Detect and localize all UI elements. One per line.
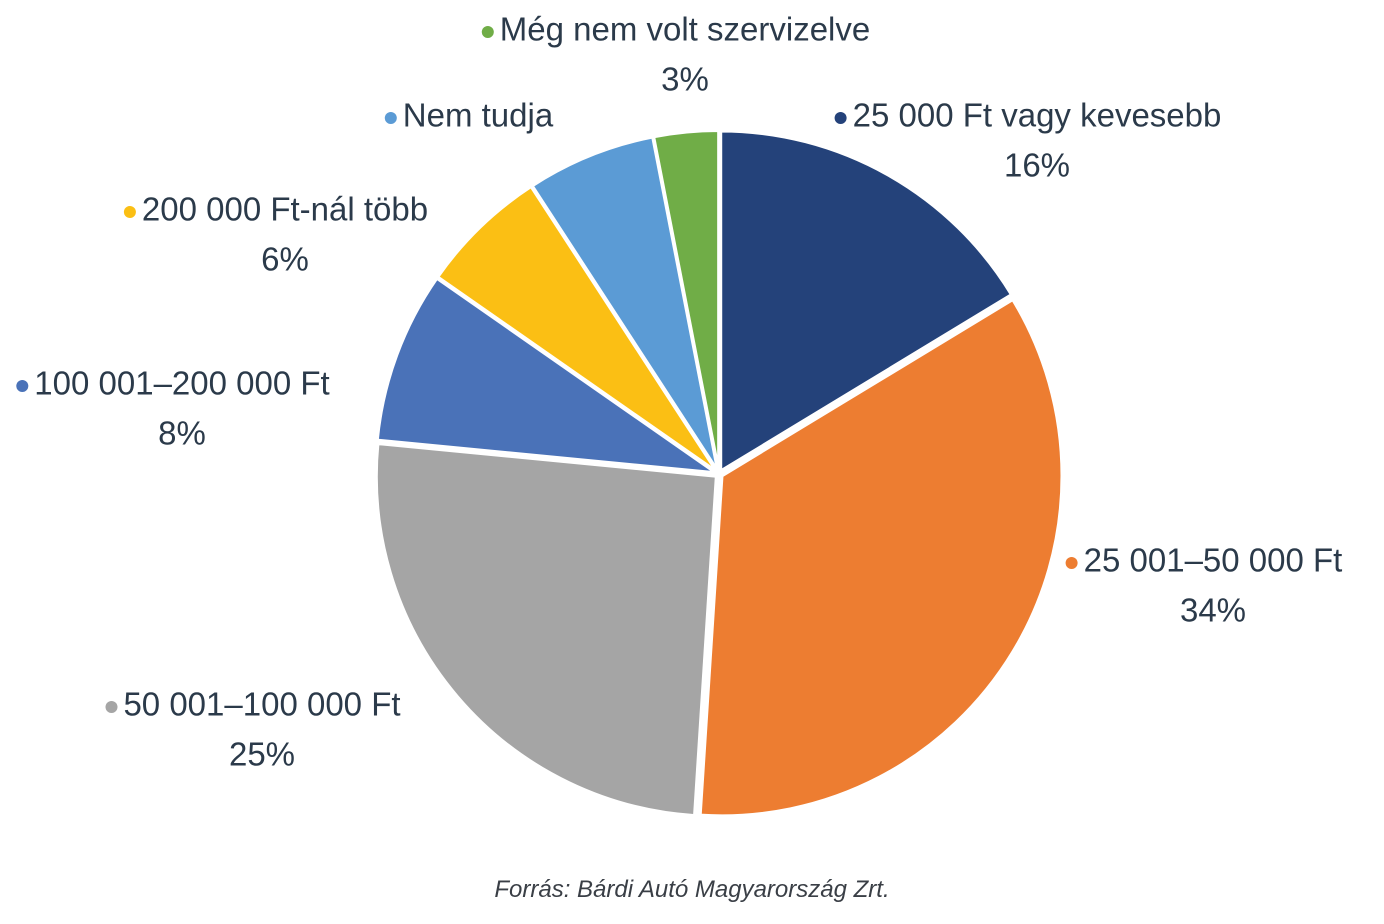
- pie-slice: [719, 129, 1014, 474]
- slice-label-value: 3%: [661, 61, 709, 98]
- slice-label-name: 100 001–200 000 Ft: [34, 365, 329, 402]
- slice-label: 25 001–50 000 Ft 34%: [1065, 542, 1343, 629]
- pie-slice: [375, 276, 722, 475]
- slice-label-value: 16%: [1004, 147, 1070, 184]
- slice-label: 100 001–200 000 Ft 8%: [16, 365, 330, 452]
- legend-dot: [105, 701, 118, 713]
- legend-dot: [16, 380, 29, 392]
- slice-label-value: 25%: [229, 736, 295, 773]
- pie-slice: [651, 129, 721, 471]
- legend-dot: [384, 112, 397, 124]
- pie-slice: [435, 184, 718, 473]
- slice-label-name: 50 001–100 000 Ft: [123, 686, 400, 723]
- source-note: Forrás: Bárdi Autó Magyarország Zrt.: [494, 876, 890, 903]
- slice-label-value: 6%: [261, 241, 309, 278]
- slice-label-name: 25 001–50 000 Ft: [1084, 542, 1343, 579]
- legend-dot: [123, 206, 136, 218]
- slice-label-name: Nem tudja: [403, 97, 554, 134]
- slice-label-name: 200 000 Ft-nál több: [142, 191, 428, 228]
- slice-label: Nem tudja: [384, 97, 554, 134]
- slice-label-value: 8%: [158, 415, 206, 452]
- legend-dot: [481, 26, 494, 38]
- slice-label-name: 25 000 Ft vagy kevesebb: [853, 97, 1222, 134]
- slice-label: 200 000 Ft-nál több 6%: [123, 191, 428, 278]
- legend-dot: [834, 112, 847, 124]
- slice-label: 50 001–100 000 Ft 25%: [105, 686, 401, 773]
- pie-slice: [530, 135, 720, 472]
- pie-slice: [698, 297, 1064, 818]
- slice-label-value: 34%: [1180, 592, 1246, 629]
- pie-slices: [374, 129, 1064, 818]
- slice-label: 25 000 Ft vagy kevesebb 16%: [834, 97, 1222, 184]
- pie-slice: [374, 441, 718, 818]
- legend-dot: [1065, 557, 1078, 569]
- slice-label: Még nem volt szervizelve 3%: [481, 11, 870, 98]
- pie-labels: 25 000 Ft vagy kevesebb 16% 25 001–50 000 …: [16, 11, 1342, 773]
- slice-label-name: Még nem volt szervizelve: [500, 11, 870, 48]
